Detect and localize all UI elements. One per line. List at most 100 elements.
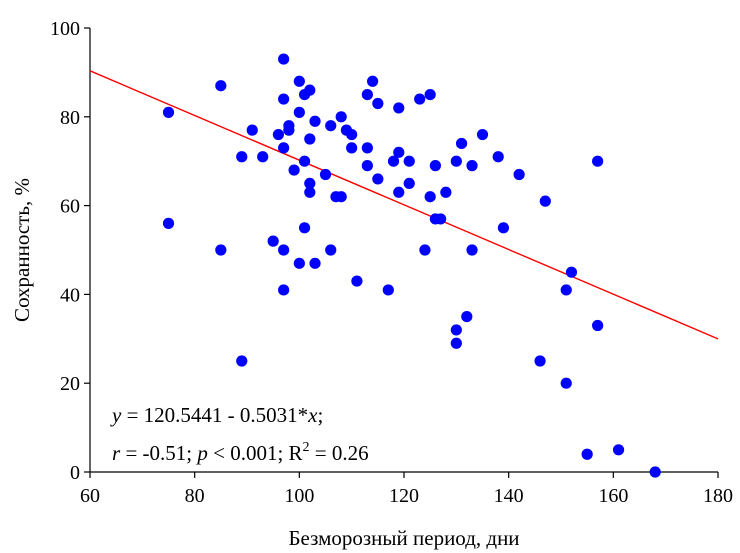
regression-line-path (89, 70, 719, 340)
data-point (565, 266, 578, 278)
data-point (288, 164, 300, 176)
x-tick-label: 180 (703, 485, 733, 507)
data-point (346, 128, 358, 141)
y-tick-label: 60 (60, 196, 80, 218)
eq-formula: = 120.5441 - 0.5031* (121, 403, 308, 427)
data-point (450, 337, 462, 349)
data-point (560, 284, 572, 296)
data-point (372, 173, 384, 185)
data-point (162, 217, 175, 229)
data-point (403, 177, 415, 189)
data-point (497, 222, 510, 234)
y-tick-label: 40 (60, 284, 80, 306)
data-point (649, 466, 661, 478)
data-point (335, 191, 347, 203)
y-axis-title: Сохранность, % (10, 178, 34, 322)
data-point (435, 213, 447, 225)
ticks: 60 80 100 120 140 160 180 0 20 40 60 80 100 (50, 18, 733, 507)
data-point (236, 151, 248, 163)
data-point (278, 142, 290, 154)
data-point (466, 244, 478, 256)
data-point (335, 111, 347, 123)
data-point (612, 444, 625, 456)
stat-p-value: < 0.001; R (208, 441, 303, 465)
data-point (351, 275, 363, 287)
data-point (581, 448, 593, 460)
data-point (492, 151, 504, 163)
data-point (461, 311, 473, 323)
data-point (304, 133, 316, 145)
x-axis-title: Безморозный период, дни (288, 526, 519, 550)
data-points (162, 53, 661, 478)
data-point (215, 80, 227, 92)
regression-equation: y = 120.5441 - 0.5031*x; (110, 403, 323, 427)
data-point (476, 128, 489, 141)
stat-r-value: = -0.51; (120, 441, 197, 465)
data-point (372, 97, 384, 110)
stat-r2-value: = 0.26 (310, 441, 369, 465)
stat-r-symbol: r (112, 441, 121, 465)
data-point (278, 93, 290, 105)
data-point (278, 53, 290, 65)
data-point (278, 284, 290, 296)
data-point (466, 160, 478, 172)
data-point (272, 128, 284, 141)
data-point (319, 168, 332, 181)
data-point (424, 89, 436, 101)
data-point (592, 155, 604, 167)
data-point (283, 124, 295, 136)
data-point (367, 75, 379, 87)
data-point (309, 115, 321, 127)
data-point (257, 151, 269, 163)
x-tick-label: 140 (494, 485, 524, 507)
data-point (419, 244, 431, 256)
regression-line (89, 70, 719, 340)
data-point (455, 137, 468, 150)
data-point (246, 124, 258, 136)
x-tick-label: 60 (80, 485, 100, 507)
x-tick-label: 80 (185, 485, 205, 507)
data-point (361, 142, 373, 154)
data-point (346, 142, 358, 154)
stat-r2-sup: 2 (303, 440, 310, 455)
data-point (403, 155, 415, 167)
data-point (298, 222, 311, 234)
eq-end: ; (318, 403, 324, 427)
data-point (450, 324, 462, 336)
data-point (293, 257, 305, 269)
data-point (304, 186, 316, 198)
data-point (382, 284, 394, 296)
data-point (267, 235, 279, 247)
data-point (162, 106, 175, 118)
data-point (361, 160, 373, 172)
data-point (393, 186, 405, 198)
data-point (298, 155, 311, 167)
y-tick-label: 20 (60, 373, 80, 395)
data-point (215, 244, 227, 256)
data-point (513, 168, 525, 181)
data-point (236, 355, 248, 367)
data-point (361, 89, 373, 101)
x-tick-label: 120 (389, 485, 419, 507)
data-point (304, 177, 316, 189)
data-point (592, 319, 604, 332)
data-point (309, 257, 321, 269)
data-point (414, 93, 426, 105)
data-point (278, 244, 290, 256)
data-point (293, 75, 305, 87)
x-tick-label: 100 (284, 485, 314, 507)
regression-stats: r = -0.51; p < 0.001; R2 = 0.26 (112, 440, 369, 465)
data-point (450, 155, 462, 167)
data-point (424, 191, 436, 203)
data-point (387, 155, 400, 167)
eq-y-symbol: y (110, 403, 122, 427)
data-point (429, 160, 441, 172)
data-point (293, 106, 305, 118)
x-tick-label: 160 (598, 485, 628, 507)
data-point (539, 195, 551, 207)
y-tick-label: 0 (70, 462, 80, 484)
data-point (304, 84, 316, 96)
data-point (440, 186, 452, 198)
data-point (325, 120, 337, 132)
